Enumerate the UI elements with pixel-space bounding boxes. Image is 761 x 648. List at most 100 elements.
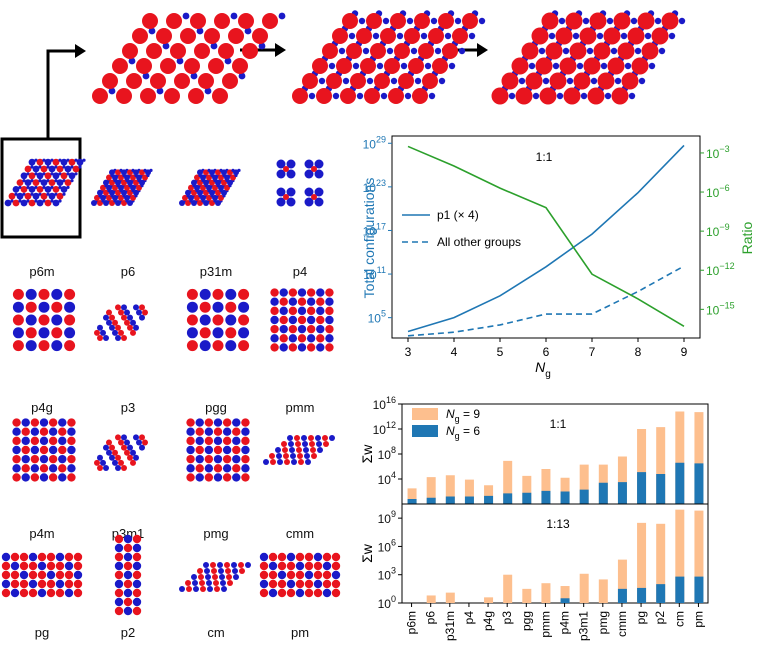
y-tick-label: 1016 <box>373 395 396 412</box>
atom-large <box>102 73 118 89</box>
atom-large <box>142 13 158 29</box>
atom <box>322 588 332 598</box>
atom <box>142 309 148 316</box>
x-tick-label: p4m <box>558 611 572 634</box>
atom <box>204 464 214 473</box>
atom <box>304 588 314 598</box>
atom <box>283 453 289 459</box>
atom-small <box>386 47 394 55</box>
atom-large <box>190 13 206 29</box>
atom <box>186 464 195 473</box>
atom-large <box>631 57 649 75</box>
atom <box>291 459 297 465</box>
legend-swatch <box>412 408 438 420</box>
atom <box>207 586 213 592</box>
atom-small <box>372 32 380 40</box>
atom-large <box>418 43 434 59</box>
atom <box>64 340 76 352</box>
atom <box>38 288 50 300</box>
atom-small <box>630 17 638 25</box>
x-tick-label: 7 <box>589 345 596 359</box>
atom-small <box>380 92 388 100</box>
atom-large <box>637 12 655 30</box>
atom-large <box>555 27 573 45</box>
atom-large <box>170 43 186 59</box>
atom <box>219 574 225 580</box>
atom <box>186 586 192 592</box>
atom <box>304 187 314 197</box>
group-pg: pg <box>1 552 83 640</box>
atom <box>19 579 29 589</box>
atom <box>30 179 34 183</box>
atom <box>66 185 70 189</box>
atom <box>42 172 46 176</box>
atom <box>245 562 251 568</box>
atom-small <box>658 47 666 55</box>
group-p4g: p4g <box>12 288 76 415</box>
atom <box>241 454 250 464</box>
atom <box>325 306 334 316</box>
bar-ng9 <box>656 523 666 603</box>
atom-small <box>318 77 326 85</box>
bar-ng9 <box>541 469 551 504</box>
atom <box>132 606 142 616</box>
group-label: p3 <box>121 400 135 415</box>
atom-large <box>238 13 254 29</box>
atom-large <box>194 43 210 59</box>
atom <box>10 570 20 580</box>
atom <box>227 580 233 586</box>
atom <box>21 464 30 473</box>
atom <box>297 306 307 316</box>
atom <box>114 597 124 607</box>
atom-large <box>184 58 200 74</box>
atom-small <box>362 47 370 55</box>
atom <box>259 552 269 562</box>
group-label: p2 <box>121 625 135 640</box>
atom <box>288 441 294 447</box>
bar-ng9 <box>560 477 570 504</box>
atom <box>306 297 316 306</box>
atom <box>331 552 341 562</box>
atom <box>30 454 40 464</box>
x-tick-label: p4g <box>481 611 495 631</box>
atom <box>286 570 296 580</box>
atom <box>26 185 30 189</box>
y-tick-label: 108 <box>378 445 396 462</box>
atom-large <box>603 27 621 45</box>
atom <box>288 334 298 343</box>
atom-small <box>230 12 238 20</box>
atom <box>112 459 118 466</box>
group-label: p6m <box>29 264 54 279</box>
atom-small <box>406 17 414 25</box>
atom <box>24 165 32 173</box>
bar-ng9 <box>541 583 551 603</box>
legend-label: Ng = 6 <box>446 424 480 441</box>
atom-small <box>454 17 462 25</box>
atom <box>295 579 305 589</box>
left-tick-label: 105 <box>368 309 386 326</box>
atom <box>21 418 30 427</box>
bar-ng6 <box>617 588 627 603</box>
atom <box>268 552 278 562</box>
atom <box>206 580 212 586</box>
atom <box>232 464 241 473</box>
bar-ng6 <box>560 491 570 504</box>
atom <box>316 324 325 334</box>
atom <box>30 418 40 427</box>
x-tick-label: 8 <box>635 345 642 359</box>
atom <box>10 561 20 571</box>
atom <box>30 445 40 455</box>
atom-large <box>146 43 162 59</box>
atom <box>288 306 298 316</box>
atom <box>123 588 133 598</box>
atom <box>34 158 38 162</box>
atom <box>232 568 238 574</box>
atom-large <box>346 43 362 59</box>
x-tick-label: pmg <box>596 611 610 634</box>
atom <box>277 579 287 589</box>
right-tick-label: 10−3 <box>706 144 730 161</box>
atom <box>123 543 133 553</box>
x-tick-label: pg <box>634 611 648 624</box>
atom-large <box>501 72 519 90</box>
bar-ng6 <box>579 489 589 504</box>
